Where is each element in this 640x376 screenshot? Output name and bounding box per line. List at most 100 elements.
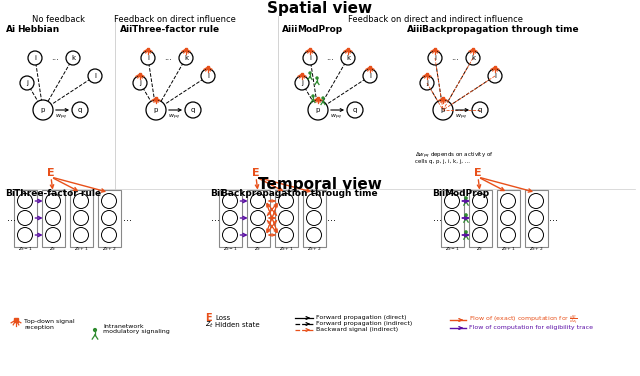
Circle shape — [303, 51, 317, 65]
Bar — [13, 190, 36, 247]
Bar — [207, 66, 209, 68]
Circle shape — [179, 51, 193, 65]
Bar — [442, 97, 444, 99]
Circle shape — [102, 211, 116, 226]
Text: Feedback on direct and indirect influence: Feedback on direct and indirect influenc… — [348, 15, 522, 23]
Text: p: p — [41, 107, 45, 113]
Circle shape — [316, 77, 318, 79]
Circle shape — [102, 227, 116, 243]
Circle shape — [185, 102, 201, 118]
Text: $z_{t-1}$: $z_{t-1}$ — [18, 246, 33, 253]
Text: l: l — [369, 73, 371, 79]
Text: modulatory signaling: modulatory signaling — [103, 329, 170, 334]
Text: Three-factor rule: Three-factor rule — [132, 24, 219, 33]
Text: $z_{t+1}$: $z_{t+1}$ — [500, 246, 515, 253]
Text: $z_t$: $z_t$ — [49, 246, 56, 253]
Text: E: E — [252, 168, 260, 178]
Text: ...: ... — [122, 213, 131, 223]
Text: ...: ... — [433, 213, 442, 223]
Circle shape — [102, 194, 116, 209]
Text: $z_t$: $z_t$ — [205, 320, 214, 330]
Text: Loss: Loss — [215, 315, 230, 321]
Text: ...: ... — [6, 213, 15, 223]
Circle shape — [45, 227, 61, 243]
Text: Backward signal (indirect): Backward signal (indirect) — [316, 327, 398, 332]
Circle shape — [428, 51, 442, 65]
Text: q: q — [78, 107, 82, 113]
Text: Ai: Ai — [6, 24, 16, 33]
Text: Three-factor rule: Three-factor rule — [14, 188, 101, 197]
Text: Aii: Aii — [120, 24, 133, 33]
Bar — [369, 66, 371, 68]
Text: $z_t$: $z_t$ — [255, 246, 262, 253]
Text: $w_{pq}$: $w_{pq}$ — [168, 112, 180, 121]
Text: j: j — [301, 80, 303, 86]
Circle shape — [445, 194, 460, 209]
Text: cells q, p, j, i, k, j, ...: cells q, p, j, i, k, j, ... — [415, 159, 470, 165]
Text: ...: ... — [211, 213, 221, 223]
Bar — [440, 190, 463, 247]
Text: Spatial view: Spatial view — [268, 0, 372, 15]
Circle shape — [500, 227, 515, 243]
Circle shape — [307, 211, 321, 226]
Circle shape — [141, 51, 155, 65]
Bar — [246, 190, 269, 247]
Text: l: l — [494, 73, 496, 79]
Circle shape — [322, 97, 324, 99]
Circle shape — [307, 227, 321, 243]
Circle shape — [309, 72, 311, 74]
Text: $z_{t-1}$: $z_{t-1}$ — [445, 246, 460, 253]
Text: i: i — [434, 55, 436, 61]
Text: j: j — [139, 80, 141, 86]
Circle shape — [201, 69, 215, 83]
Circle shape — [465, 231, 467, 233]
Bar — [317, 97, 319, 99]
Text: $\Delta w_{pq}$ depends on activity of: $\Delta w_{pq}$ depends on activity of — [415, 151, 493, 161]
Bar — [303, 190, 326, 247]
Text: $z_{t+1}$: $z_{t+1}$ — [278, 246, 293, 253]
Text: ...: ... — [328, 213, 337, 223]
Circle shape — [466, 51, 480, 65]
Circle shape — [472, 227, 488, 243]
Circle shape — [500, 211, 515, 226]
Text: p: p — [316, 107, 320, 113]
Text: ...: ... — [51, 53, 59, 62]
Circle shape — [472, 211, 488, 226]
Text: i: i — [147, 55, 149, 61]
Bar — [70, 190, 93, 247]
Circle shape — [312, 95, 314, 97]
Text: Bii: Bii — [210, 188, 223, 197]
Circle shape — [66, 51, 80, 65]
Text: Temporal view: Temporal view — [258, 176, 382, 191]
Bar — [308, 48, 311, 50]
Circle shape — [146, 100, 166, 120]
Circle shape — [347, 102, 363, 118]
Bar — [434, 48, 436, 50]
Circle shape — [278, 227, 294, 243]
Text: Flow of (exact) computation for $\frac{dE}{dz_t}$: Flow of (exact) computation for $\frac{d… — [469, 314, 578, 326]
Circle shape — [74, 194, 88, 209]
Circle shape — [465, 214, 467, 216]
Text: Forward propagation (direct): Forward propagation (direct) — [316, 315, 406, 320]
Circle shape — [72, 102, 88, 118]
Text: No feedback: No feedback — [31, 15, 84, 23]
Text: p: p — [154, 107, 158, 113]
Bar — [275, 190, 298, 247]
Text: k: k — [184, 55, 188, 61]
Circle shape — [250, 194, 266, 209]
Text: l: l — [94, 73, 96, 79]
Text: $z_{t-1}$: $z_{t-1}$ — [223, 246, 237, 253]
Bar — [42, 190, 65, 247]
Circle shape — [250, 227, 266, 243]
Circle shape — [307, 194, 321, 209]
Text: $z_{t+1}$: $z_{t+1}$ — [74, 246, 88, 253]
Bar — [97, 190, 120, 247]
Text: Feedback on direct influence: Feedback on direct influence — [114, 15, 236, 23]
Bar — [155, 97, 157, 99]
Text: ...: ... — [326, 53, 334, 62]
Circle shape — [17, 211, 33, 226]
Circle shape — [93, 329, 97, 331]
Bar — [147, 48, 149, 50]
Text: $w_{pq}$: $w_{pq}$ — [330, 112, 342, 121]
Circle shape — [472, 102, 488, 118]
